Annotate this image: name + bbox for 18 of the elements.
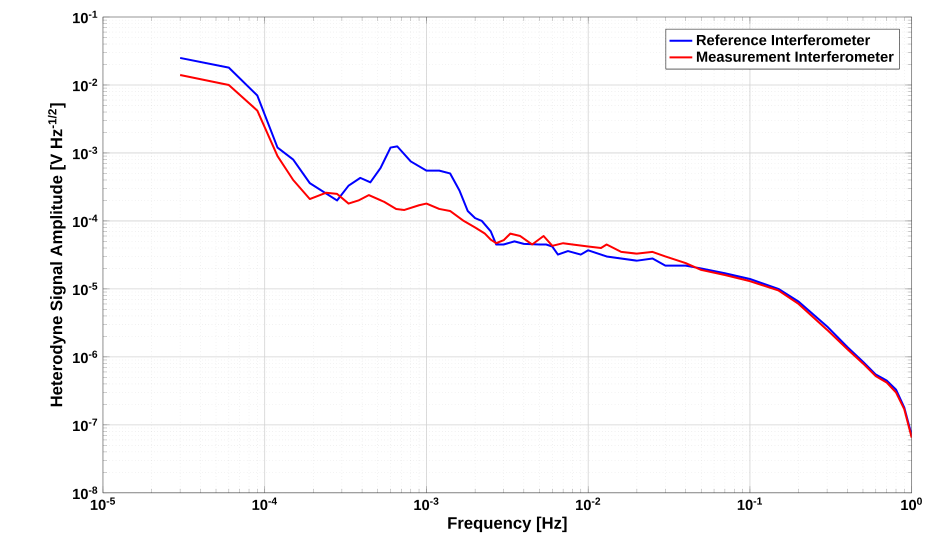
x-tick-label: 10$^{-3}$ [414, 498, 438, 510]
y-axis-title: Heterodyne Signal Amplitude [V Hz$^{-1/2}$] [48, 103, 66, 406]
y-tick-label: 10$^{-8}$ [73, 486, 98, 500]
x-tick-label: 10$^{-1}$ [738, 498, 762, 510]
x-tick-label: 10$^{-2}$ [576, 498, 600, 510]
x-tick-label: 10$^{0}$ [901, 498, 922, 510]
y-tick-label: 10$^{-5}$ [73, 282, 98, 296]
y-tick-label: 10$^{-2}$ [73, 78, 98, 92]
x-axis-title: Frequency [Hz] [448, 516, 567, 532]
y-tick-label: 10$^{-4}$ [73, 214, 98, 228]
legend-label: Measurement Interferometer [696, 51, 894, 62]
y-tick-label: 10$^{-6}$ [73, 350, 98, 364]
legend-label: Reference Interferometer [696, 34, 870, 46]
y-tick-label: 10$^{-3}$ [73, 146, 98, 160]
y-tick-label: 10$^{-7}$ [73, 418, 98, 432]
y-tick-label: 10$^{-1}$ [73, 10, 98, 24]
x-tick-label: 10$^{-4}$ [252, 498, 278, 510]
x-tick-label: 10$^{-5}$ [90, 498, 116, 510]
